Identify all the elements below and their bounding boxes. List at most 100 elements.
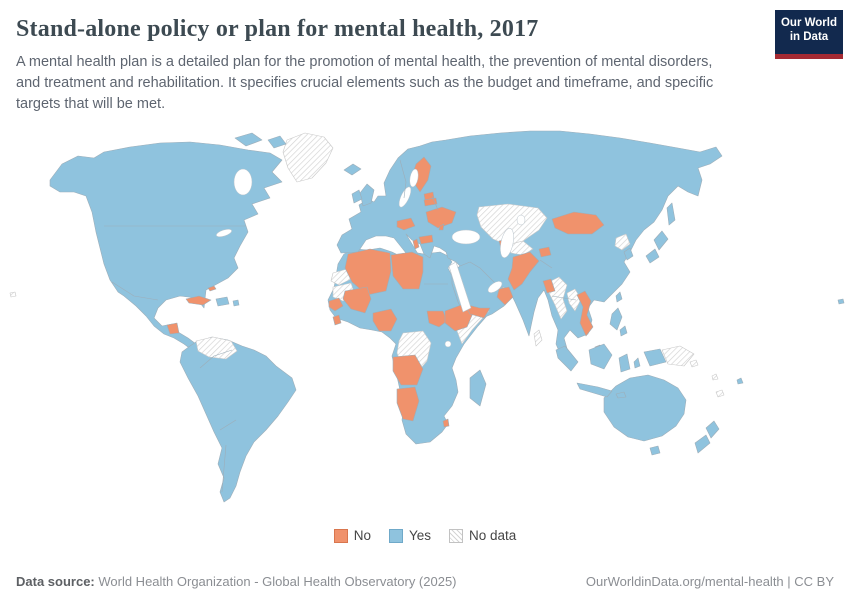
tasmania[interactable] xyxy=(649,445,661,456)
west-papua[interactable] xyxy=(643,348,667,367)
country-philippines-north[interactable] xyxy=(609,307,623,331)
sakhalin[interactable] xyxy=(666,202,676,226)
country-eswatini[interactable] xyxy=(442,418,450,428)
country-bangladesh[interactable] xyxy=(542,278,556,294)
country-nicaragua[interactable] xyxy=(166,322,180,335)
data-source-label: Data source: xyxy=(16,574,95,589)
great-lakes xyxy=(216,228,232,238)
legend-label-no-data: No data xyxy=(469,528,517,543)
java[interactable] xyxy=(576,382,613,398)
country-nigeria[interactable] xyxy=(372,308,398,332)
country-mongolia[interactable] xyxy=(551,211,605,235)
caspian-sea xyxy=(500,228,514,258)
country-libya[interactable] xyxy=(390,251,424,290)
landmass-south-america[interactable] xyxy=(179,336,297,503)
hudson-bay xyxy=(233,168,253,196)
new-zealand-north[interactable] xyxy=(705,420,720,439)
country-north-korea[interactable] xyxy=(614,233,631,251)
country-pakistan[interactable] xyxy=(507,251,540,291)
arctic-island-2[interactable] xyxy=(267,135,287,149)
country-estonia[interactable] xyxy=(423,191,435,201)
country-oman[interactable] xyxy=(496,286,514,306)
country-vanuatu[interactable] xyxy=(711,373,719,381)
legend-swatch-no-data xyxy=(449,528,463,543)
landmass-north-america[interactable] xyxy=(49,141,283,351)
sulawesi[interactable] xyxy=(618,353,631,373)
borneo[interactable] xyxy=(588,343,613,370)
legend-swatch-yes xyxy=(388,528,403,543)
border-scandinavia xyxy=(399,159,407,199)
legend-item-no[interactable]: No xyxy=(333,528,371,543)
seas xyxy=(216,168,526,348)
red-sea xyxy=(448,261,472,313)
country-mali[interactable] xyxy=(342,286,372,314)
country-new-caledonia[interactable] xyxy=(715,389,725,398)
country-japan-north[interactable] xyxy=(653,230,669,251)
country-philippines-south[interactable] xyxy=(619,325,628,337)
border-brazil-s xyxy=(219,419,237,431)
border-chile-argentina xyxy=(221,444,227,493)
aral-sea xyxy=(516,214,526,226)
country-sri-lanka[interactable] xyxy=(533,329,543,347)
country-albania[interactable] xyxy=(412,238,420,250)
country-ireland[interactable] xyxy=(351,189,363,204)
country-sierra-leone[interactable] xyxy=(332,314,342,326)
owid-logo[interactable]: Our World in Data xyxy=(775,10,843,59)
page-title: Stand-alone policy or plan for mental he… xyxy=(16,16,539,42)
data-source: Data source: World Health Organization -… xyxy=(16,574,457,589)
country-ukraine[interactable] xyxy=(425,206,457,229)
footer-link[interactable]: OurWorldinData.org/mental-health | CC BY xyxy=(585,574,834,589)
country-taiwan[interactable] xyxy=(615,291,623,303)
country-namibia[interactable] xyxy=(396,386,420,422)
legend-label-no: No xyxy=(353,528,371,543)
landmass-eurasia[interactable] xyxy=(336,130,723,359)
country-iceland[interactable] xyxy=(343,163,362,176)
country-south-sudan[interactable] xyxy=(426,310,448,328)
country-greenland[interactable] xyxy=(282,132,334,183)
country-angola[interactable] xyxy=(392,354,424,386)
landmass-australia[interactable] xyxy=(603,374,687,442)
border-brazil-nw xyxy=(199,349,233,369)
map-legend: No Yes No data xyxy=(0,528,850,543)
legend-swatch-no xyxy=(333,528,348,543)
sumatra[interactable] xyxy=(555,345,579,372)
country-tajikistan[interactable] xyxy=(538,246,552,258)
new-zealand-south[interactable] xyxy=(694,434,711,454)
country-papua-new-guinea[interactable] xyxy=(661,345,695,367)
country-moldova[interactable] xyxy=(438,223,445,231)
border-lines xyxy=(104,159,577,493)
owid-logo-line2: in Data xyxy=(789,31,829,44)
bahamas-speck[interactable] xyxy=(207,285,217,292)
baltic-sea xyxy=(398,186,412,208)
legend-item-yes[interactable]: Yes xyxy=(388,528,431,543)
country-senegal[interactable] xyxy=(328,297,344,312)
page-subtitle: A mental health plan is a detailed plan … xyxy=(16,54,714,113)
border-europe-russia xyxy=(431,195,439,211)
no-countries xyxy=(166,156,605,428)
country-puerto-rico[interactable] xyxy=(232,299,240,307)
country-vietnam[interactable] xyxy=(576,290,594,337)
lesser-sunda[interactable] xyxy=(615,391,627,399)
country-dominican-republic[interactable] xyxy=(215,296,230,307)
country-bulgaria[interactable] xyxy=(418,234,434,245)
footer: Data source: World Health Organization -… xyxy=(16,574,834,589)
country-solomon-islands[interactable] xyxy=(689,359,699,368)
legend-label-yes: Yes xyxy=(408,528,431,543)
country-algeria[interactable] xyxy=(344,248,392,296)
country-cuba[interactable] xyxy=(185,295,212,306)
moluccas[interactable] xyxy=(633,357,641,369)
islands xyxy=(207,132,845,456)
legend-item-no-data[interactable]: No data xyxy=(449,528,516,543)
country-japan-south[interactable] xyxy=(645,248,660,264)
arctic-island-1[interactable] xyxy=(234,132,263,147)
country-fiji[interactable] xyxy=(736,377,744,385)
data-source-value: World Health Organization - Global Healt… xyxy=(94,574,457,589)
country-western-sahara[interactable] xyxy=(330,268,352,286)
country-hungary-austria[interactable] xyxy=(396,217,416,231)
country-hawaii[interactable] xyxy=(9,291,17,298)
country-madagascar[interactable] xyxy=(469,369,487,407)
country-venezuela[interactable] xyxy=(195,336,238,360)
fiji-east-speck[interactable] xyxy=(837,298,845,305)
country-south-korea[interactable] xyxy=(623,247,634,261)
